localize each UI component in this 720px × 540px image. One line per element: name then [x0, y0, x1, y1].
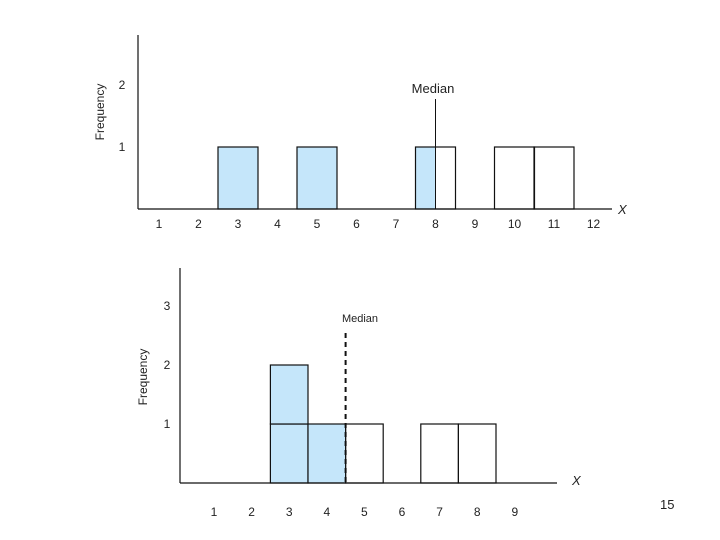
chart1-x-tick-label-5: 5 [314, 217, 321, 231]
chart1-y-tick-label-1: 1 [119, 140, 126, 154]
chart2-y-tick-label-3: 3 [164, 299, 171, 313]
chart1-bar-3-0 [493, 146, 536, 210]
chart1-bar-fill-0-0 [218, 147, 258, 209]
chart1-median-label: Median [412, 81, 455, 96]
chart2-x-tick-label-3: 3 [286, 505, 293, 519]
chart1-y-axis-label: Frequency [93, 84, 107, 141]
chart2-x-axis-label: X [571, 473, 582, 488]
chart2-bar-0-1 [269, 364, 309, 425]
chart2-x-tick-label-7: 7 [436, 505, 443, 519]
chart2-x-tick-label-8: 8 [474, 505, 481, 519]
chart2-median-label: Median [342, 313, 378, 325]
chart1-x-axis-label: X [617, 202, 628, 217]
chart2-x-tick-label-6: 6 [399, 505, 406, 519]
chart1-x-tick-label-1: 1 [156, 217, 163, 231]
chart1-x-tick-label-3: 3 [235, 217, 242, 231]
chart2-y-axis-label: Frequency [136, 349, 150, 406]
chart1-x-tick-label-9: 9 [472, 217, 479, 231]
chart1-x-tick-label-10: 10 [508, 217, 522, 231]
chart2-x-tick-label-4: 4 [323, 505, 330, 519]
chart2-bar-2-0 [345, 423, 384, 484]
chart2-bar-3-0 [420, 423, 459, 484]
chart2-bar-fill-1-0 [308, 424, 346, 483]
chart2-x-tick-label-9: 9 [511, 505, 518, 519]
chart1-x-tick-label-12: 12 [587, 217, 601, 231]
chart1-x-tick-label-2: 2 [195, 217, 202, 231]
chart1-x-tick-label-7: 7 [393, 217, 400, 231]
chart1-bar-fill-1-0 [297, 147, 337, 209]
chart2-y-tick-label-1: 1 [164, 417, 171, 431]
chart1-bar-4-0 [533, 146, 575, 210]
chart2-x-tick-label-5: 5 [361, 505, 368, 519]
chart2-x-tick-label-2: 2 [248, 505, 255, 519]
chart2-bar-fill-0-1 [270, 365, 308, 424]
chart2-x-tick-label-1: 1 [211, 505, 218, 519]
chart1-bar-fill-2-0 [415, 147, 436, 209]
chart2-bar-4-0 [457, 423, 497, 484]
chart1-x-tick-label-4: 4 [274, 217, 281, 231]
chart1-y-tick-label-2: 2 [119, 78, 126, 92]
chart1-x-tick-label-8: 8 [432, 217, 439, 231]
chart2-y-tick-label-2: 2 [164, 358, 171, 372]
chart1-x-tick-label-6: 6 [353, 217, 360, 231]
page-number: 15 [660, 497, 675, 512]
chart1-x-tick-label-11: 11 [548, 217, 561, 231]
chart2-bar-fill-0-0 [270, 424, 308, 483]
